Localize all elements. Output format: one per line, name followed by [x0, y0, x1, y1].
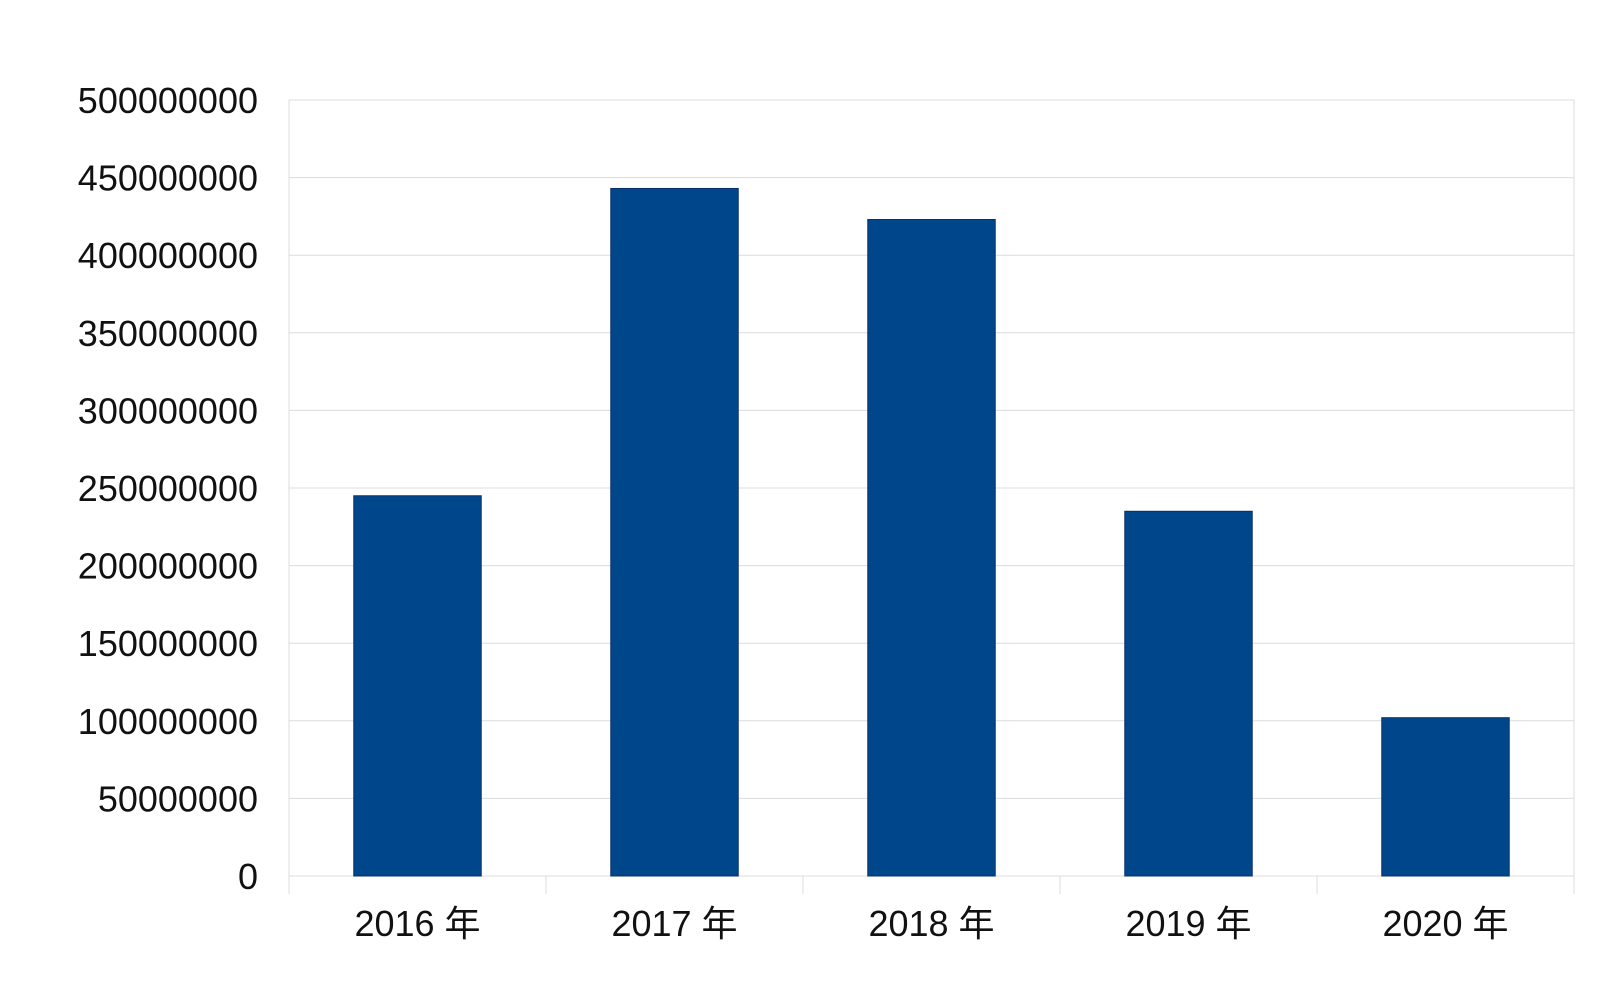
y-tick-label: 50000000	[98, 778, 258, 819]
x-tick-label: 2019 年	[1125, 903, 1251, 944]
bar	[867, 219, 996, 877]
y-tick-label: 400000000	[78, 235, 258, 276]
x-tick-label: 2016 年	[354, 903, 480, 944]
x-tick-label: 2017 年	[611, 903, 737, 944]
y-tick-label: 250000000	[78, 468, 258, 509]
y-tick-label: 350000000	[78, 313, 258, 354]
y-tick-label: 150000000	[78, 623, 258, 664]
axes	[288, 100, 1575, 894]
y-tick-label: 200000000	[78, 546, 258, 587]
bar	[1124, 510, 1253, 877]
y-tick-label: 500000000	[78, 80, 258, 121]
bar	[1381, 717, 1510, 877]
y-tick-labels: 0 50000000 100000000 150000000 200000000 2500…	[78, 80, 258, 897]
x-tick-label: 2020 年	[1382, 903, 1508, 944]
x-tick-label: 2018 年	[868, 903, 994, 944]
y-tick-label: 100000000	[78, 701, 258, 742]
bars	[353, 187, 1510, 877]
x-tick-labels: 2016 年 2017 年 2018 年 2019 年 2020 年	[354, 903, 1508, 944]
bar	[353, 495, 482, 877]
y-tick-label: 300000000	[78, 390, 258, 431]
bar	[610, 187, 739, 877]
y-tick-label: 450000000	[78, 158, 258, 199]
y-tick-label: 0	[238, 856, 258, 897]
